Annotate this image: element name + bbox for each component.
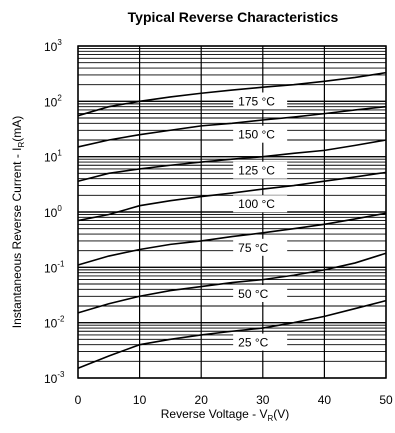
x-tick-label: 30 [256,393,270,407]
y-axis-label-sub: R [17,142,26,148]
y-axis-label-unit: (mA) [10,116,24,142]
x-axis-label-unit: (V) [273,407,289,421]
x-tick-label: 10 [133,393,147,407]
curve-label: 75 °C [238,241,268,255]
series-line [77,139,387,182]
x-axis-label-main: Reverse Voltage - V [161,407,268,421]
series-line [77,171,387,222]
curve-label-bg [233,238,288,256]
plot-frame [77,45,387,379]
curves [77,71,387,370]
series-line [77,212,387,266]
curve-label: 150 °C [238,128,275,142]
curve-label-bg [233,161,288,179]
curve-labels: 175 °C 150 °C 125 °C 100 °C 75 °C 50 °C 25 °C [233,92,288,351]
y-axis-label-main: Instantaneous Reverse Current - I [10,148,24,329]
series-line [77,299,387,370]
curve-label: 25 °C [238,336,268,350]
x-axis-label-sub: R [267,414,273,423]
y-tick-label: 10-1 [44,259,65,275]
curve-label: 125 °C [238,164,275,178]
series-line [77,71,387,117]
curve-label-bg [233,284,288,302]
y-tick-labels: 10-3 10-2 10-1 100 101 102 103 [44,38,65,386]
y-tick-label: 103 [44,38,62,54]
curve-label-bg [233,125,288,143]
y-tick-label: 100 [44,204,62,220]
curve-label: 100 °C [238,197,275,211]
x-tick-label: 40 [318,393,332,407]
x-tick-label: 50 [379,393,393,407]
y-tick-label: 101 [44,149,62,165]
plot-grid [77,45,387,379]
curve-label: 50 °C [238,287,268,301]
curve-label-bg [233,195,288,213]
x-axis-label: Reverse Voltage - VR(V) [161,407,290,423]
x-tick-label: 20 [195,393,209,407]
y-tick-label: 102 [44,93,62,109]
curve-label: 175 °C [238,94,275,108]
y-axis-label: Instantaneous Reverse Current - IR(mA) [10,116,26,329]
curve-label-bg [233,92,288,110]
series-line [77,252,387,314]
x-tick-label: 0 [75,393,82,407]
chart-title: Typical Reverse Characteristics [128,9,339,25]
y-tick-label: 10-3 [44,370,65,386]
curve-label-bg [233,333,288,351]
y-tick-label: 10-2 [44,315,65,331]
x-tick-labels: 0 10 20 30 40 50 [75,393,393,407]
series-line [77,105,387,148]
